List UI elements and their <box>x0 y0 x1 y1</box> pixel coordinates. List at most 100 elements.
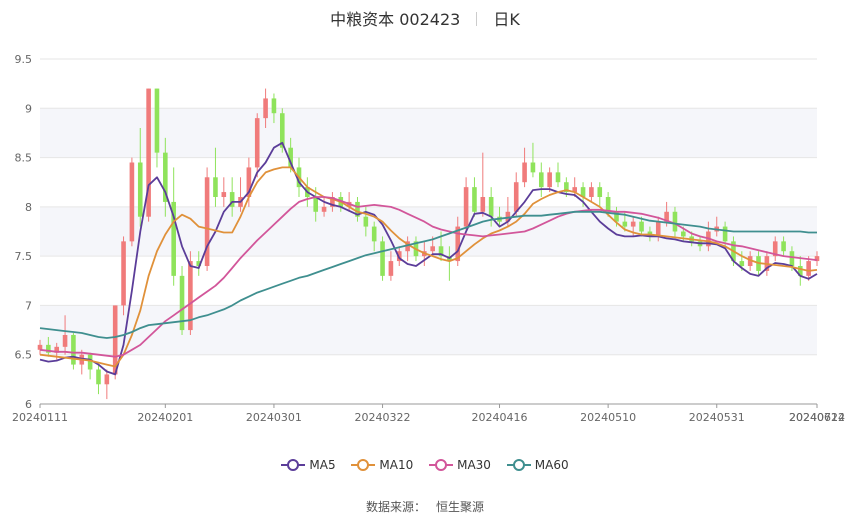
candle-body <box>438 246 444 257</box>
candle-body <box>747 256 753 266</box>
x-tick-label: 20240510 <box>580 411 636 424</box>
candle <box>279 108 285 153</box>
candle <box>96 364 101 395</box>
legend-item-ma5[interactable]: MA5 <box>281 458 336 472</box>
x-tick-label: 20240416 <box>472 411 528 424</box>
candle-body <box>405 241 410 252</box>
candle-body <box>37 344 43 350</box>
candle-body <box>513 182 519 212</box>
grid-band <box>40 305 817 355</box>
candle <box>472 177 477 217</box>
candle-body <box>472 187 477 212</box>
candle <box>589 182 594 202</box>
title-separator <box>476 12 478 26</box>
candle <box>639 216 644 237</box>
candle-body <box>555 172 561 183</box>
chart-title: 中粮资本 002423 <box>330 10 461 29</box>
candle-body <box>229 192 235 207</box>
moving-average-lines <box>39 141 818 376</box>
candle-body <box>789 251 795 266</box>
candle <box>37 339 43 355</box>
candle-body <box>739 261 745 266</box>
candle-body <box>722 226 728 242</box>
y-tick-label: 9.5 <box>15 53 33 66</box>
x-tick-label: 20240111 <box>12 411 68 424</box>
candle-body <box>146 88 151 217</box>
candle <box>572 177 578 197</box>
y-tick-label: 7.5 <box>15 250 33 263</box>
candle-body <box>380 241 385 276</box>
candle-body <box>271 98 277 114</box>
candle <box>522 147 527 188</box>
candle <box>538 162 544 197</box>
candle <box>171 167 176 286</box>
candle-body <box>330 197 335 207</box>
candle <box>797 256 803 286</box>
candle-body <box>480 197 486 212</box>
candle-body <box>772 241 778 257</box>
source-value: 恒生聚源 <box>436 500 485 514</box>
x-tick-label: 20240712 <box>789 411 845 424</box>
candle-body <box>572 187 578 193</box>
x-tick-label: 20240301 <box>246 411 302 424</box>
source-label: 数据来源： <box>365 500 426 514</box>
legend-item-ma10[interactable]: MA10 <box>351 458 413 472</box>
legend-swatch <box>281 458 306 472</box>
candle <box>213 147 218 207</box>
candle <box>513 172 519 217</box>
legend-label: MA10 <box>379 458 414 472</box>
candle-body <box>163 152 168 202</box>
y-axis: 6 6.5 7 7.5 8 8.5 9 9.5 <box>15 53 33 411</box>
candle-body <box>121 241 126 306</box>
candle <box>104 369 110 400</box>
legend-item-ma60[interactable]: MA60 <box>506 458 569 472</box>
candle <box>530 142 536 178</box>
candle-body <box>522 162 527 183</box>
candle-body <box>538 172 544 188</box>
candle-body <box>71 335 76 365</box>
series-line-ma10 <box>39 166 818 368</box>
candle-body <box>797 266 803 276</box>
candle-body <box>430 246 435 252</box>
candle-body <box>455 226 461 262</box>
candle-body <box>112 305 118 375</box>
y-tick-label: 9 <box>25 102 32 115</box>
legend-label: MA30 <box>457 458 491 472</box>
period-label[interactable]: 日K <box>493 10 520 29</box>
candle <box>597 182 603 207</box>
candle <box>772 236 778 262</box>
candle-body <box>188 261 193 331</box>
candle-body <box>137 162 143 217</box>
candle <box>129 157 135 247</box>
candle-body <box>814 256 820 262</box>
x-tick-label: 20240322 <box>355 411 411 424</box>
candle-body <box>254 118 260 168</box>
candle <box>781 236 786 257</box>
candle-body <box>681 231 686 237</box>
legend-item-ma30[interactable]: MA30 <box>429 458 491 472</box>
candle-body <box>204 177 210 266</box>
x-tick-label: 20240531 <box>689 411 745 424</box>
legend-swatch <box>429 458 454 472</box>
candle <box>229 177 235 217</box>
candle-body <box>288 147 293 168</box>
candle <box>747 251 753 271</box>
candle <box>254 113 260 178</box>
candle-body <box>263 98 268 119</box>
candle-body <box>46 344 51 353</box>
data-source: 数据来源： 恒生聚源 <box>0 498 850 515</box>
candle <box>179 266 185 335</box>
legend-label: MA5 <box>309 458 336 472</box>
candle-body <box>371 226 377 242</box>
candle-body <box>62 335 68 347</box>
y-tick-label: 6.5 <box>15 349 33 362</box>
candle-body <box>221 192 227 197</box>
candle-body <box>313 197 319 212</box>
candle <box>238 177 243 212</box>
candle <box>46 336 51 357</box>
candle-body <box>355 201 360 217</box>
candle-body <box>597 187 603 197</box>
candle <box>121 236 126 316</box>
candle-body <box>605 197 611 212</box>
